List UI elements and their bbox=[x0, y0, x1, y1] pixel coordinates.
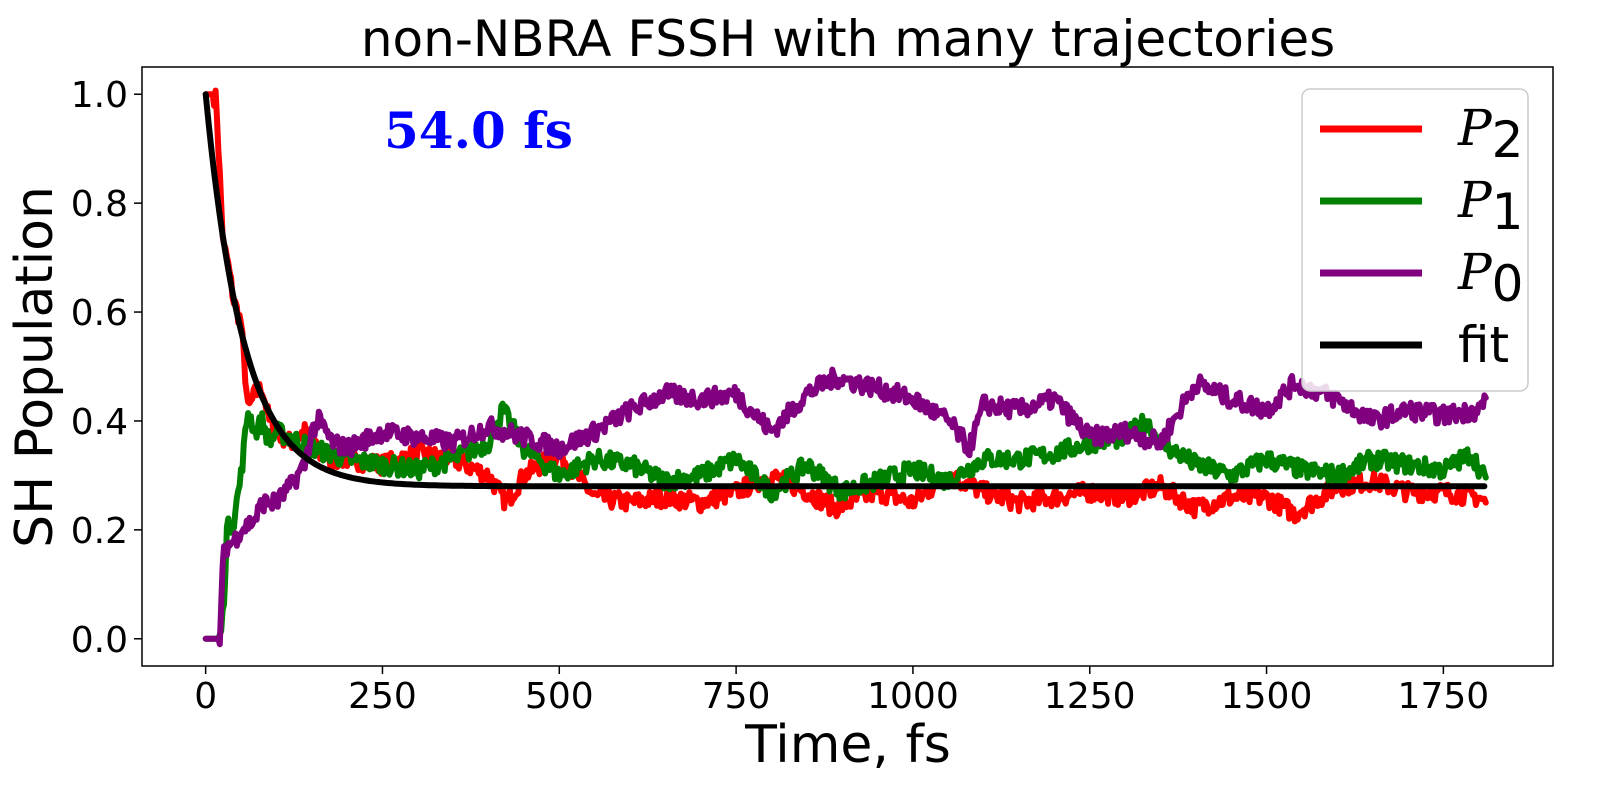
x-tick-label: 1750 bbox=[1398, 676, 1490, 717]
y-tick-label: 0.8 bbox=[71, 184, 128, 225]
legend-label: P1 bbox=[1457, 171, 1523, 241]
y-tick-label: 0.4 bbox=[71, 402, 128, 443]
series-line-p2 bbox=[202, 87, 1489, 525]
x-tick-label: 0 bbox=[194, 676, 217, 717]
y-tick-label: 0.6 bbox=[71, 293, 128, 334]
lifetime-annotation: 54.0 fs bbox=[384, 101, 573, 160]
plot-area bbox=[202, 87, 1489, 648]
legend-label: P2 bbox=[1457, 99, 1523, 169]
x-axis-ticks: 0 250 500 750 1000 1250 1500 1750 bbox=[194, 666, 1489, 717]
chart-title: non-NBRA FSSH with many trajectories bbox=[361, 10, 1335, 68]
x-axis-label: Time, fs bbox=[744, 715, 951, 775]
y-axis-ticks: 0.0 0.2 0.4 0.6 0.8 1.0 bbox=[71, 75, 142, 661]
series-line-p0 bbox=[202, 366, 1489, 648]
legend-label: fit bbox=[1458, 316, 1509, 374]
axes-frame bbox=[141, 66, 1554, 667]
y-tick-label: 0.0 bbox=[71, 620, 128, 661]
x-tick-label: 1500 bbox=[1221, 676, 1313, 717]
x-tick-label: 750 bbox=[702, 676, 771, 717]
x-tick-label: 500 bbox=[525, 676, 594, 717]
legend-label: P0 bbox=[1457, 243, 1523, 313]
y-tick-label: 1.0 bbox=[71, 75, 128, 116]
legend-box bbox=[1301, 88, 1529, 392]
x-tick-label: 250 bbox=[348, 676, 417, 717]
y-tick-label: 0.2 bbox=[71, 511, 128, 552]
series-line-fit bbox=[202, 91, 1488, 490]
y-axis-label: SH Population bbox=[5, 186, 65, 548]
series-line-p1 bbox=[202, 400, 1489, 642]
x-tick-label: 1000 bbox=[867, 676, 959, 717]
x-tick-label: 1250 bbox=[1044, 676, 1136, 717]
